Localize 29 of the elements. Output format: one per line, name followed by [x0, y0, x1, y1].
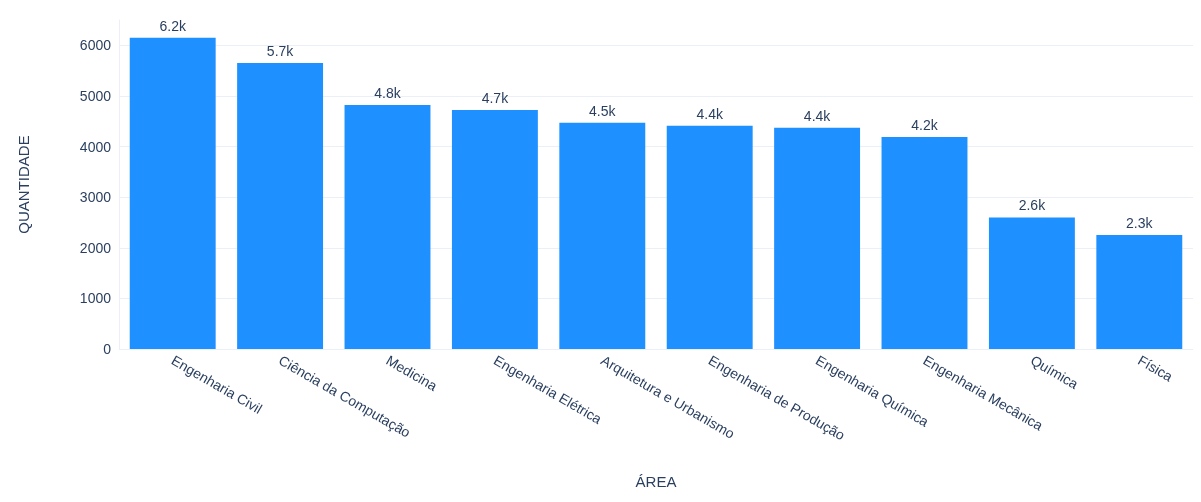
- data-label: 6.2k: [159, 17, 187, 34]
- bar: [1096, 235, 1183, 349]
- data-label: 4.5k: [589, 102, 617, 119]
- y-tick-label: 6000: [79, 37, 112, 54]
- data-label: 4.7k: [481, 90, 510, 107]
- data-label: 2.3k: [1126, 215, 1154, 232]
- y-tick-label: 2000: [79, 239, 112, 256]
- y-tick-label: 0: [103, 341, 112, 357]
- bar: [344, 105, 431, 349]
- data-label: 2.6k: [1018, 197, 1047, 214]
- bar: [129, 37, 216, 349]
- bar: [666, 125, 753, 349]
- x-axis-title: ÁREA: [635, 473, 677, 490]
- data-label: 4.8k: [374, 85, 402, 102]
- y-tick-label: 1000: [79, 290, 112, 307]
- bar: [988, 217, 1075, 349]
- y-tick-label: 4000: [79, 138, 112, 155]
- bar: [881, 136, 968, 349]
- data-label: 4.4k: [803, 107, 832, 124]
- bar: [451, 110, 538, 349]
- y-tick-label: 5000: [79, 87, 112, 104]
- data-label: 4.4k: [696, 105, 724, 122]
- data-label: 5.7k: [266, 43, 295, 60]
- bar: [559, 122, 646, 349]
- bar: [237, 63, 324, 349]
- bar: [774, 127, 861, 349]
- y-tick-label: 3000: [79, 189, 112, 206]
- data-label: 4.2k: [911, 116, 939, 133]
- y-axis-title: QUANTIDADE: [15, 135, 32, 234]
